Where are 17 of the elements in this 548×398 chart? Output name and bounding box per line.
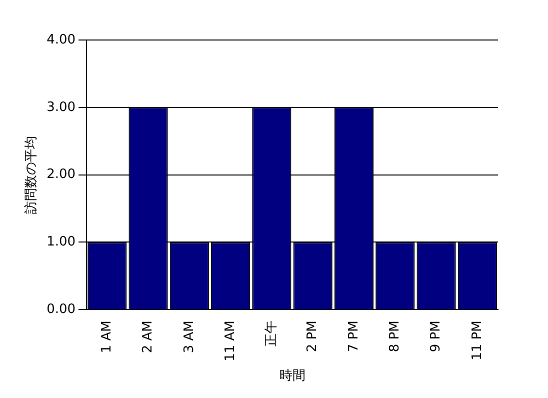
x-axis-title: 時間	[279, 368, 306, 384]
y-axis-title: 訪問数の平均	[24, 136, 40, 214]
y-tick-label: 0.00	[46, 302, 76, 317]
x-tick-label: 正午	[264, 320, 280, 347]
x-tick-label: 8 PM	[388, 320, 403, 352]
x-tick-label: 9 PM	[428, 320, 444, 352]
y-tick-label: 1.00	[46, 234, 76, 250]
x-tick-label: 2 PM	[305, 320, 320, 352]
x-tick-label: 7 PM	[346, 320, 362, 352]
x-tick-label: 3 AM	[182, 320, 197, 354]
y-tick-label: 4.00	[46, 32, 76, 48]
y-tick-label: 2.00	[46, 167, 76, 182]
x-tick-label: 11 AM	[222, 320, 238, 362]
x-tick-label: 1 AM	[99, 320, 114, 354]
x-tick-label: 2 AM	[140, 320, 156, 354]
y-tick-label: 3.00	[46, 100, 76, 115]
x-tick-label: 11 PM	[470, 320, 485, 360]
